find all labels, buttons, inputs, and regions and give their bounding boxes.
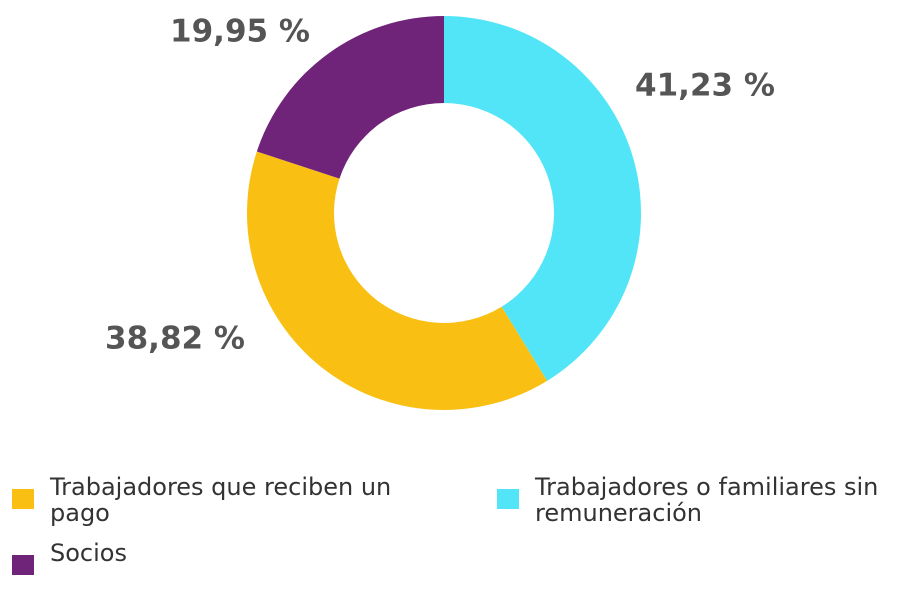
legend-item: Trabajadores o familiares sin remuneraci… xyxy=(497,474,897,526)
legend-swatch xyxy=(497,489,519,509)
legend-item: Socios xyxy=(12,540,432,575)
legend-item: Trabajadores que reciben un pago xyxy=(12,474,432,526)
donut-slice xyxy=(256,16,444,179)
data-label: 41,23 % xyxy=(635,68,775,104)
legend-label: Trabajadores o familiares sin remuneraci… xyxy=(535,473,879,527)
data-label: 38,82 % xyxy=(105,321,245,357)
legend-label: Trabajadores que reciben un pago xyxy=(50,473,392,527)
legend-label: Socios xyxy=(50,539,127,567)
legend-swatch xyxy=(12,489,34,509)
legend-swatch xyxy=(12,555,34,575)
donut-slice xyxy=(247,151,548,411)
donut-slice xyxy=(444,16,641,381)
data-label: 19,95 % xyxy=(170,14,310,50)
